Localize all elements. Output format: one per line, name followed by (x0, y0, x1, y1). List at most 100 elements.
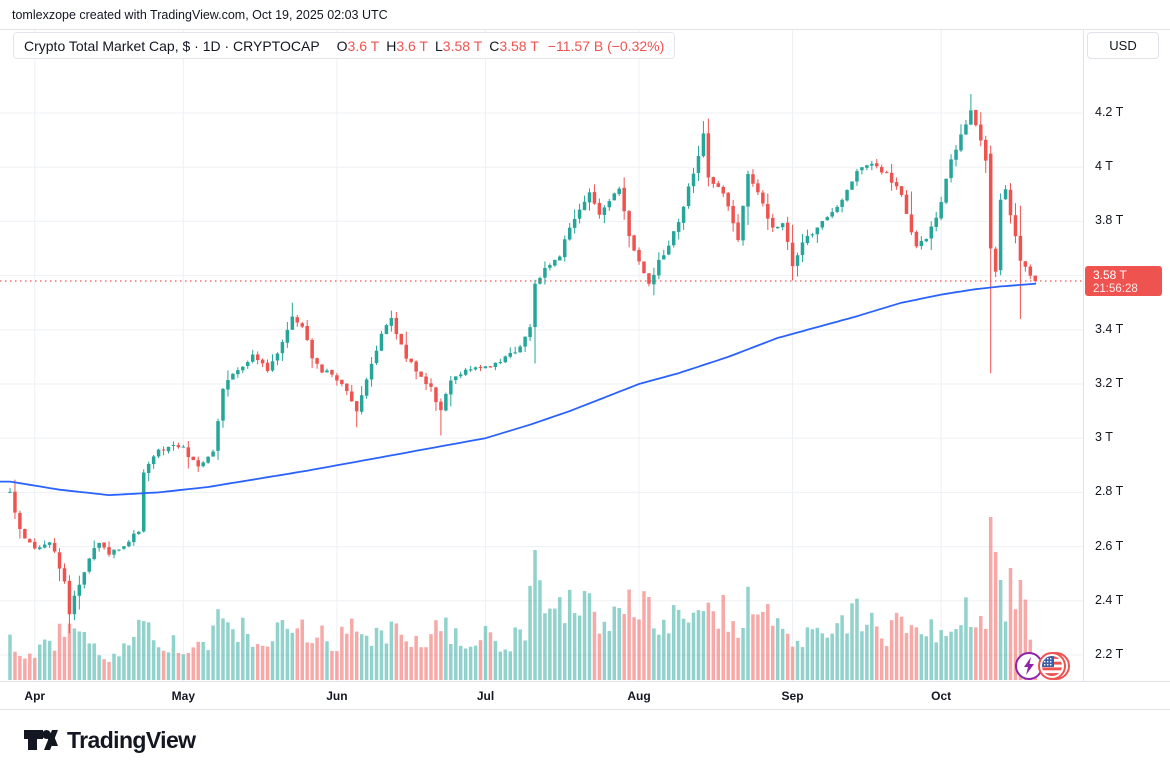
volume-bar (647, 596, 651, 680)
candle-body (988, 153, 993, 249)
volume-bar (671, 605, 676, 680)
candle-body (909, 214, 914, 233)
candle-body (345, 383, 349, 392)
volume-bar (785, 633, 790, 680)
time-axis-label: Apr (24, 689, 46, 703)
candle-body (335, 375, 339, 381)
candle-body (543, 268, 547, 278)
candle-body (632, 235, 636, 251)
ohlc-low-label: L (434, 37, 443, 54)
volume-bar (186, 652, 191, 680)
candle-body (137, 531, 141, 534)
price-axis-label: 3.8 T (1095, 213, 1124, 228)
candle-body (369, 363, 374, 380)
volume-bar (622, 614, 626, 680)
currency-label: USD (1109, 38, 1137, 53)
candle-body (315, 358, 319, 364)
bar-countdown: 21:56:28 (1093, 283, 1138, 295)
volume-bar (1008, 568, 1013, 680)
volume-bar (62, 636, 67, 680)
candle-body (236, 370, 240, 375)
candle-body (889, 172, 894, 183)
volume-bar (364, 635, 369, 680)
volume-bar (399, 634, 404, 680)
volume-bar (780, 628, 785, 680)
candle-body (404, 344, 408, 359)
symbol-title: Crypto Total Market Cap, $ · 1D · CRYPTO… (24, 37, 320, 54)
volume-bar (983, 628, 988, 680)
candle-body (830, 212, 834, 217)
volume-bar (577, 615, 582, 680)
candle-body (325, 370, 329, 373)
footer: TradingView (0, 710, 1170, 772)
candle-body (57, 552, 62, 569)
volume-bar (206, 650, 210, 680)
volume-bar (602, 621, 607, 680)
candle-body (374, 350, 379, 364)
volume-bar (513, 627, 517, 680)
volume-bar (87, 643, 91, 680)
candle-body (1008, 189, 1013, 216)
candle-body (701, 133, 706, 157)
candle-body (394, 317, 399, 335)
time-axis-label: Jun (326, 689, 348, 703)
volume-bar (899, 616, 904, 680)
volume-bar (766, 603, 770, 680)
candle-body (255, 354, 260, 361)
volume-bar (13, 651, 17, 680)
volume-bar (632, 617, 636, 680)
volume-bar (701, 611, 706, 680)
volume-bar (33, 657, 37, 680)
candle-body (463, 369, 468, 375)
volume-bar (696, 610, 701, 680)
candle-body (176, 445, 181, 448)
candle-body (300, 323, 304, 327)
volume-bar (181, 654, 186, 680)
volume-bar (463, 648, 468, 680)
volume-bar (761, 611, 765, 680)
volume-bar (52, 650, 57, 680)
tradingview-logo[interactable]: TradingView (24, 726, 196, 754)
volume-bar (518, 629, 522, 680)
candle-body (87, 558, 91, 572)
time-axis[interactable]: Apr May Jun Jul Aug Sep Oct (0, 681, 1170, 710)
candle-body (47, 542, 52, 545)
volume-bar (756, 614, 760, 680)
volume-bar (305, 642, 309, 680)
volume-bar (379, 630, 384, 680)
candle-body (775, 226, 780, 229)
volume-bar (1018, 580, 1023, 680)
volume-bar (92, 643, 96, 680)
volume-bar (810, 629, 815, 680)
candle-body (657, 259, 661, 276)
candle-body (894, 181, 899, 187)
volume-bar (587, 593, 592, 680)
tradingview-logo-text: TradingView (67, 726, 196, 753)
candle-body (721, 186, 725, 194)
candle-body (662, 255, 666, 260)
candle-body (1028, 266, 1033, 276)
candle-body (691, 173, 696, 187)
time-axis-label: Jul (476, 689, 495, 703)
volume-bar (394, 623, 399, 680)
volume-bar (582, 591, 587, 680)
volume-bar (369, 645, 374, 680)
volume-bar (662, 619, 666, 680)
candle-body (944, 178, 948, 203)
symbol-icons (1012, 649, 1070, 688)
volume-bar (201, 641, 205, 680)
candle-body (117, 549, 121, 551)
volume-bar (315, 637, 319, 680)
volume-bar (686, 622, 691, 680)
candle-body (746, 173, 750, 207)
candle-body (810, 234, 815, 236)
volume-bar (350, 618, 354, 680)
candle-body (711, 177, 716, 184)
candle-body (577, 209, 582, 219)
attribution-text: tomlexzope created with TradingView.com,… (12, 8, 388, 22)
volume-bar (275, 622, 280, 680)
candle-body (751, 174, 755, 184)
candle-body (612, 193, 617, 201)
price-axis-label: 3.2 T (1095, 376, 1124, 390)
chart-canvas[interactable] (0, 30, 1083, 681)
